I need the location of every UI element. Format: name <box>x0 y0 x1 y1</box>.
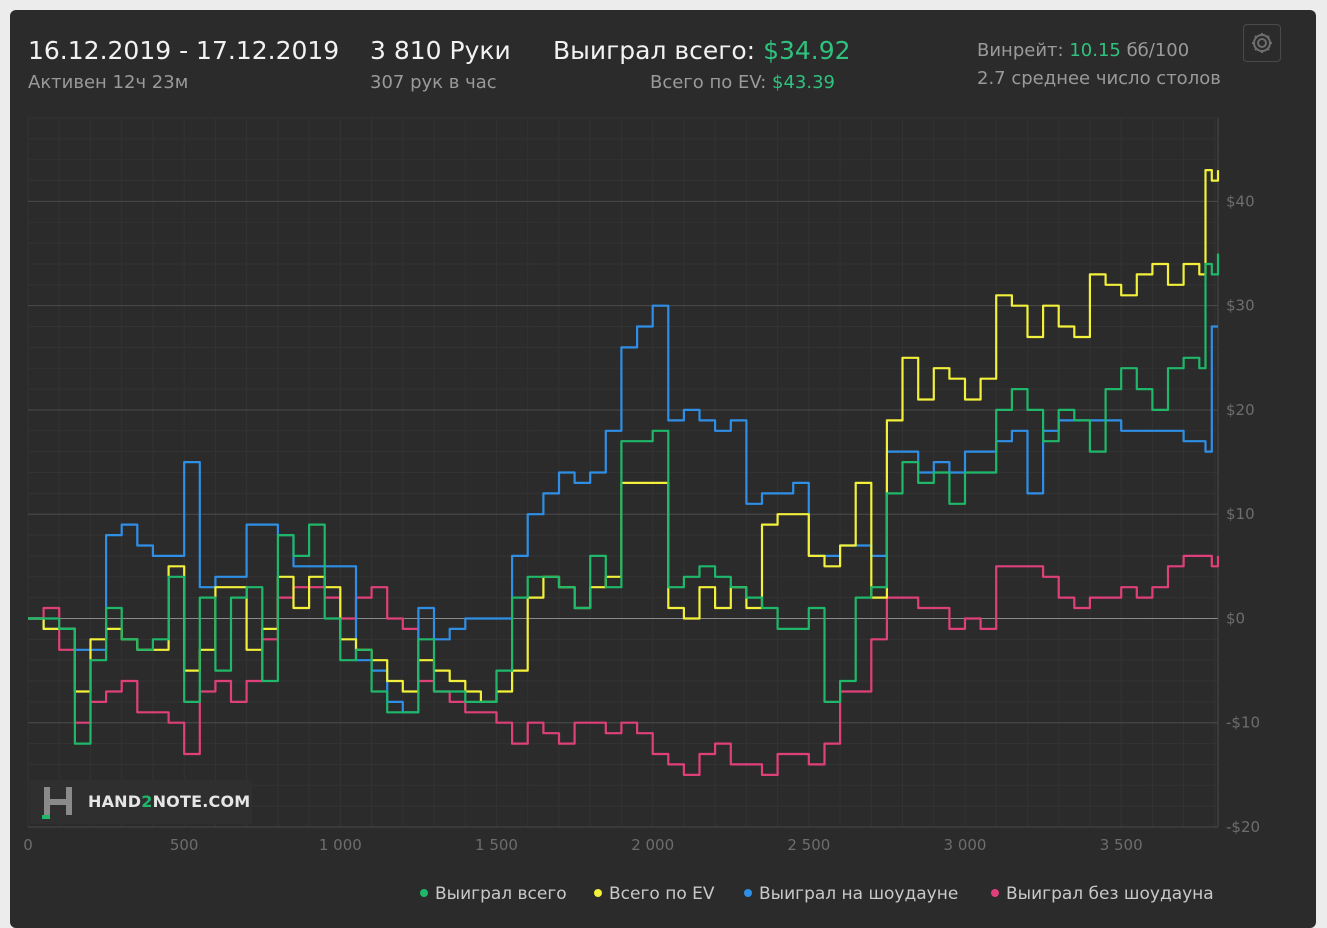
hand2note-logo: HAND2NOTE.COM <box>30 780 252 824</box>
series-line-1 <box>28 169 1220 703</box>
x-tick-label: 1 000 <box>319 836 362 854</box>
series-line-3 <box>28 554 1220 776</box>
x-tick-label: 500 <box>170 836 199 854</box>
logo-icon <box>42 787 72 819</box>
legend-marker <box>991 889 999 897</box>
y-tick-label: $40 <box>1226 192 1255 210</box>
legend-label: Выиграл на шоудауне <box>759 884 958 904</box>
legend-marker <box>594 889 602 897</box>
chart-grid <box>27 117 1219 828</box>
y-tick-label: -$10 <box>1226 714 1260 732</box>
won-total-label: Выиграл всего: <box>553 36 756 65</box>
legend-marker <box>744 889 752 897</box>
chart-legend: Выиграл всего Всего по EV Выиграл на шоуда… <box>420 884 1214 904</box>
stats-panel <box>10 10 1316 928</box>
winrate-label: Винрейт: <box>977 40 1064 61</box>
x-tick-label: 3 000 <box>944 836 987 854</box>
hands-count: 3 810 Руки <box>370 36 511 65</box>
logo-text-a: HAND <box>88 792 142 811</box>
y-tick-label: $0 <box>1226 609 1245 627</box>
ev-total: Всего по EV: $43.39 <box>600 72 835 93</box>
series-line-0 <box>28 253 1220 745</box>
x-tick-label: 2 500 <box>787 836 830 854</box>
winrate: Винрейт: 10.15 бб/100 <box>977 40 1189 61</box>
winrate-value: 10.15 <box>1069 40 1121 61</box>
avg-tables: 2.7 среднее число столов <box>977 68 1221 89</box>
settings-button[interactable] <box>1243 24 1281 62</box>
ev-total-label: Всего по EV: <box>649 72 767 93</box>
y-tick-label: $20 <box>1226 401 1255 419</box>
legend-marker <box>420 889 428 897</box>
x-tick-label: 2 000 <box>631 836 674 854</box>
chart-axes: -$20 -$10 $0 $10 $20 $30 $40 0 500 1 000 1 500 2 00… <box>23 192 1260 854</box>
y-tick-label: -$20 <box>1226 818 1260 836</box>
active-time: Активен 12ч 23м <box>28 72 189 93</box>
logo-text-c: NOTE.COM <box>152 792 251 811</box>
won-total-value: $34.92 <box>763 36 851 65</box>
legend-label: Всего по EV <box>609 884 715 904</box>
hands-per-hour: 307 рук в час <box>370 72 497 93</box>
chart-series <box>28 169 1220 776</box>
series-line-2 <box>28 304 1218 714</box>
winrate-unit: бб/100 <box>1126 40 1190 61</box>
x-tick-label: 1 500 <box>475 836 518 854</box>
x-tick-label: 3 500 <box>1100 836 1143 854</box>
legend-label: Выиграл всего <box>435 884 567 904</box>
y-tick-label: $10 <box>1226 505 1255 523</box>
legend-label: Выиграл без шоудауна <box>1006 884 1214 904</box>
gear-icon <box>1252 33 1272 53</box>
date-range: 16.12.2019 - 17.12.2019 <box>28 36 340 65</box>
y-tick-label: $30 <box>1226 297 1255 315</box>
logo-text-b: 2 <box>141 792 153 811</box>
won-total: Выиграл всего: $34.92 <box>553 36 851 65</box>
ev-total-value: $43.39 <box>772 72 835 93</box>
x-tick-label: 0 <box>23 836 33 854</box>
logo-text: HAND2NOTE.COM <box>88 792 250 811</box>
